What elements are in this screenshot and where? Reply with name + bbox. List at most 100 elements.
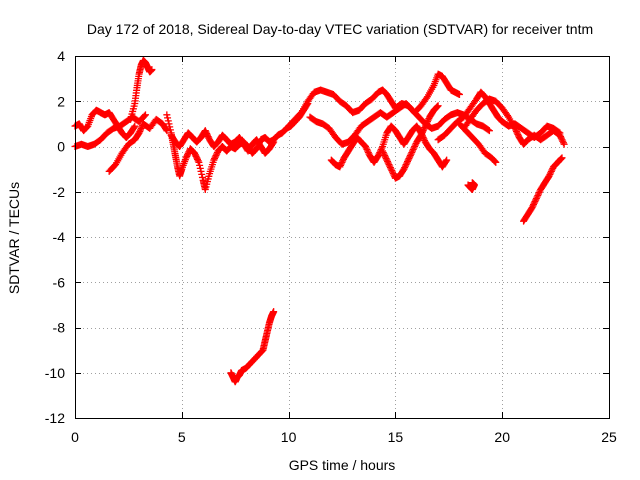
data-point (364, 149, 372, 157)
data-point (511, 124, 519, 132)
chart-title: Day 172 of 2018, Sidereal Day-to-day VTE… (87, 21, 593, 37)
data-point (535, 190, 543, 198)
series-track-n (460, 95, 568, 148)
data-point (141, 111, 149, 119)
x-tick-label: 0 (71, 429, 79, 445)
data-point (338, 158, 346, 166)
data-point (363, 146, 371, 154)
data-point (403, 159, 411, 167)
series-track-e (163, 100, 312, 193)
data-point (137, 124, 145, 132)
data-point (419, 127, 427, 135)
data-point (204, 133, 212, 141)
data-point (546, 170, 554, 178)
x-tick-label: 5 (178, 429, 186, 445)
data-point (512, 126, 520, 134)
data-point (534, 192, 542, 200)
data-point (492, 158, 500, 166)
data-point (195, 158, 203, 166)
data-point (203, 130, 211, 138)
data-point (196, 164, 204, 172)
data-point (269, 139, 277, 147)
data-point (198, 170, 206, 178)
data-point (165, 120, 173, 128)
data-point (557, 133, 565, 141)
data-point (421, 122, 429, 130)
data-point (411, 143, 419, 150)
data-point (530, 201, 538, 209)
series-track-k (379, 102, 442, 182)
data-point (381, 153, 389, 161)
data-point (418, 130, 426, 138)
data-point (336, 163, 344, 171)
y-tick-label: 4 (57, 48, 65, 64)
data-point (434, 102, 442, 110)
data-point (420, 125, 428, 133)
data-point (533, 193, 541, 201)
y-tick-label: -2 (53, 184, 66, 200)
data-point (163, 127, 171, 135)
data-point (401, 164, 409, 172)
data-point (140, 112, 148, 120)
data-point (213, 150, 221, 158)
data-point (337, 161, 345, 169)
series-track-h (285, 70, 463, 130)
data-point (560, 140, 568, 148)
plot-frame (75, 56, 610, 419)
data-point (163, 111, 171, 119)
data-point (528, 204, 536, 212)
data-point (164, 117, 172, 125)
data-point (193, 154, 201, 162)
data-point (380, 150, 388, 158)
data-point (191, 151, 199, 159)
data-point (364, 147, 372, 155)
data-point (166, 126, 174, 134)
data-point (443, 156, 451, 164)
data-point (409, 146, 417, 154)
x-tick-label: 15 (388, 429, 404, 445)
data-point (135, 129, 143, 137)
data-point (184, 149, 192, 157)
data-point (424, 116, 432, 124)
data-point (405, 155, 413, 163)
series-track-a (71, 106, 139, 141)
data-point (455, 90, 463, 98)
data-point (547, 169, 555, 177)
data-point (379, 149, 387, 157)
data-points (71, 57, 568, 386)
data-point (406, 153, 414, 161)
data-point (137, 126, 145, 134)
data-point (201, 127, 209, 135)
data-point (211, 155, 219, 163)
data-point (556, 131, 564, 139)
data-point (202, 128, 210, 136)
data-point (559, 139, 567, 147)
data-point (136, 127, 144, 135)
y-axis-label: SDTVAR / TECUs (6, 182, 22, 294)
data-point (408, 147, 416, 155)
data-point (512, 127, 520, 135)
series-track-p (520, 154, 566, 225)
y-tick-label: 2 (57, 93, 65, 109)
x-tick-label: 10 (281, 429, 297, 445)
data-point (400, 165, 408, 173)
data-point (381, 152, 389, 160)
series-track-c (105, 115, 171, 175)
data-point (131, 122, 139, 130)
data-point (410, 144, 418, 152)
data-point (374, 152, 382, 160)
data-point (442, 157, 450, 165)
data-point (422, 121, 430, 129)
data-point (388, 167, 396, 175)
data-point (385, 161, 393, 169)
data-point (485, 127, 493, 135)
data-point (557, 134, 565, 142)
data-point (559, 137, 567, 145)
data-point (164, 114, 172, 122)
series-track-o (464, 179, 478, 193)
data-point (148, 66, 156, 74)
data-point (378, 144, 386, 152)
series-track-j (327, 122, 451, 171)
data-point (386, 164, 394, 172)
